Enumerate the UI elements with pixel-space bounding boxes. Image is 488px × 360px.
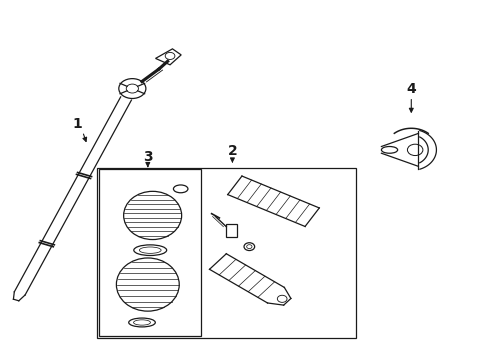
Bar: [225, 224, 236, 237]
Bar: [99, 169, 201, 336]
Text: 2: 2: [227, 144, 237, 158]
Text: 1: 1: [73, 117, 82, 131]
Text: 3: 3: [142, 149, 152, 163]
Bar: [97, 168, 355, 338]
Text: 4: 4: [406, 82, 415, 96]
